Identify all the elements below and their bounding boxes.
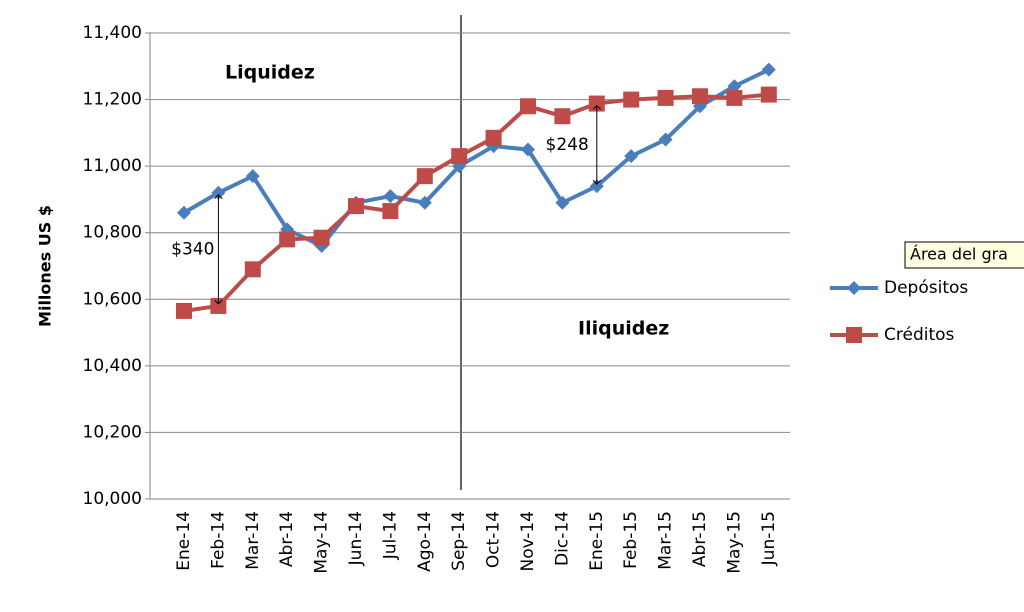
x-tick-label: Jun-15 [759, 511, 779, 566]
marker [555, 195, 570, 210]
marker [451, 148, 468, 165]
marker [244, 261, 261, 278]
gap-label: $340 [171, 239, 214, 259]
tooltip-box [904, 241, 1024, 269]
gap-label: $248 [546, 135, 589, 155]
legend-label: Depósitos [884, 278, 968, 298]
x-tick-label: May-15 [724, 511, 744, 574]
marker [417, 195, 432, 210]
x-tick-label: Oct-14 [484, 511, 504, 568]
marker [760, 86, 777, 103]
marker [416, 168, 433, 185]
legend-marker [847, 281, 861, 295]
x-tick-label: Jun-14 [346, 511, 366, 566]
x-tick-label: Dic-14 [552, 511, 572, 566]
marker [313, 229, 330, 246]
y-axis-label: Millones US $ [36, 205, 55, 327]
marker [279, 231, 296, 248]
marker [727, 79, 742, 94]
y-tick-label: 10,600 [83, 289, 142, 309]
x-tick-label: Sep-14 [449, 511, 469, 571]
marker [554, 108, 571, 125]
marker [348, 198, 364, 215]
x-tick-label: Nov-14 [518, 511, 538, 572]
x-tick-label: Ene-15 [587, 511, 607, 571]
y-tick-label: 10,800 [83, 223, 142, 243]
x-tick-label: Abr-14 [277, 511, 297, 567]
legend-label: Créditos [884, 325, 955, 345]
marker [177, 205, 191, 220]
marker [485, 129, 502, 146]
x-tick-label: Feb-14 [208, 511, 228, 569]
marker [624, 149, 639, 164]
y-tick-label: 10,200 [83, 422, 142, 442]
marker [761, 62, 776, 77]
marker [245, 169, 260, 184]
marker [658, 132, 673, 147]
x-tick-label: Abr-15 [690, 511, 710, 567]
marker [520, 98, 536, 115]
x-tick-label: Ago-14 [415, 511, 435, 572]
x-tick-label: Mar-15 [656, 511, 676, 570]
marker [657, 89, 674, 106]
marker [382, 203, 399, 220]
y-tick-label: 11,200 [83, 90, 142, 110]
x-tick-label: Mar-14 [243, 511, 263, 570]
y-tick-label: 11,000 [83, 156, 142, 176]
legend-marker [846, 327, 862, 343]
zone-label: Liquidez [225, 62, 315, 84]
marker [176, 302, 192, 319]
x-tick-label: Jul-14 [380, 511, 400, 560]
x-tick-label: Feb-15 [621, 511, 641, 569]
zone-label: Iliquidez [578, 318, 669, 340]
x-tick-label: Ene-14 [174, 511, 194, 571]
y-tick-label: 10,400 [83, 356, 142, 376]
x-tick-label: May-14 [312, 511, 332, 574]
y-tick-label: 10,000 [83, 489, 142, 509]
marker [726, 89, 743, 106]
series-line [182, 67, 770, 249]
tooltip: Área del gra [910, 245, 1008, 264]
y-tick-label: 11,400 [83, 23, 142, 43]
marker [383, 189, 398, 204]
marker [623, 91, 640, 108]
marker [521, 142, 535, 157]
marker [692, 88, 708, 105]
